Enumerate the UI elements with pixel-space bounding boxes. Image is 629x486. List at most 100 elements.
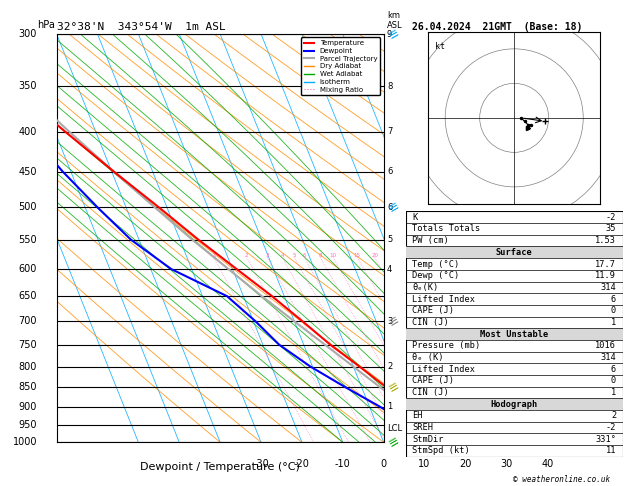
Text: -2: -2 (606, 423, 616, 432)
Text: 0: 0 (381, 459, 387, 469)
Text: 2: 2 (611, 412, 616, 420)
Text: ≡: ≡ (387, 434, 402, 451)
Text: 6: 6 (611, 295, 616, 304)
Text: 17.7: 17.7 (595, 260, 616, 268)
Text: 314: 314 (601, 353, 616, 362)
Text: 550: 550 (18, 235, 37, 244)
Text: ≡: ≡ (387, 26, 402, 42)
Text: Most Unstable: Most Unstable (480, 330, 548, 339)
Text: 1.53: 1.53 (595, 236, 616, 245)
Text: kt: kt (435, 42, 445, 51)
Text: 1000: 1000 (13, 437, 37, 447)
Text: 4: 4 (387, 264, 392, 274)
Text: K: K (412, 213, 418, 222)
Text: 10: 10 (330, 253, 337, 258)
Text: ≡: ≡ (387, 199, 402, 215)
Text: 20: 20 (459, 459, 472, 469)
Text: 0: 0 (611, 306, 616, 315)
Text: 800: 800 (19, 362, 37, 372)
Text: Surface: Surface (496, 248, 533, 257)
Text: CAPE (J): CAPE (J) (412, 376, 454, 385)
Text: © weatheronline.co.uk: © weatheronline.co.uk (513, 474, 610, 484)
Text: 7: 7 (387, 127, 392, 136)
Text: θₑ (K): θₑ (K) (412, 353, 443, 362)
Text: 6: 6 (387, 167, 392, 176)
Text: 8: 8 (318, 253, 322, 258)
Text: EH: EH (412, 412, 423, 420)
Text: km
ASL: km ASL (387, 11, 403, 30)
Text: Lifted Index: Lifted Index (412, 295, 476, 304)
Text: Totals Totals: Totals Totals (412, 225, 481, 233)
Text: 32°38'N  343°54'W  1m ASL: 32°38'N 343°54'W 1m ASL (57, 22, 225, 32)
Legend: Temperature, Dewpoint, Parcel Trajectory, Dry Adiabat, Wet Adiabat, Isotherm, Mi: Temperature, Dewpoint, Parcel Trajectory… (301, 37, 380, 95)
Text: 6: 6 (303, 253, 306, 258)
Text: 11.9: 11.9 (595, 271, 616, 280)
Text: 650: 650 (18, 291, 37, 301)
Text: Lifted Index: Lifted Index (412, 364, 476, 374)
Text: -30: -30 (253, 459, 269, 469)
Bar (406, 246, 623, 258)
Text: 314: 314 (601, 283, 616, 292)
Text: 2: 2 (387, 362, 392, 371)
Text: Hodograph: Hodograph (491, 400, 538, 409)
Text: 5: 5 (292, 253, 296, 258)
Text: θₑ(K): θₑ(K) (412, 283, 438, 292)
Text: -2: -2 (606, 213, 616, 222)
Text: 11: 11 (606, 447, 616, 455)
Text: ≡: ≡ (387, 379, 402, 396)
Text: 15: 15 (353, 253, 360, 258)
Text: 3: 3 (387, 317, 392, 326)
Text: 20: 20 (371, 253, 378, 258)
Text: Dewp (°C): Dewp (°C) (412, 271, 459, 280)
Text: hPa: hPa (37, 20, 55, 30)
Text: 700: 700 (18, 316, 37, 326)
Text: 6: 6 (611, 364, 616, 374)
Text: 3: 3 (265, 253, 269, 258)
Bar (406, 328, 623, 340)
Text: 1016: 1016 (595, 341, 616, 350)
Text: 40: 40 (541, 459, 554, 469)
Text: 500: 500 (18, 202, 37, 212)
Text: 750: 750 (18, 340, 37, 350)
Text: 30: 30 (500, 459, 513, 469)
Text: SREH: SREH (412, 423, 433, 432)
Text: StmDir: StmDir (412, 435, 443, 444)
Text: 26.04.2024  21GMT  (Base: 18): 26.04.2024 21GMT (Base: 18) (412, 22, 582, 32)
Text: PW (cm): PW (cm) (412, 236, 449, 245)
Text: ≡: ≡ (387, 313, 402, 330)
Text: 950: 950 (18, 420, 37, 430)
Text: LCL: LCL (387, 424, 402, 433)
Text: 1: 1 (212, 253, 216, 258)
Text: -20: -20 (294, 459, 310, 469)
Text: 400: 400 (19, 126, 37, 137)
Text: -10: -10 (335, 459, 351, 469)
Text: 5: 5 (387, 235, 392, 244)
Text: 6: 6 (387, 203, 392, 212)
Text: 0: 0 (611, 376, 616, 385)
Text: 1: 1 (611, 318, 616, 327)
Text: 4: 4 (281, 253, 284, 258)
Text: 1: 1 (611, 388, 616, 397)
Text: 900: 900 (19, 401, 37, 412)
Text: CAPE (J): CAPE (J) (412, 306, 454, 315)
Text: 2: 2 (245, 253, 248, 258)
Text: 850: 850 (18, 382, 37, 392)
Text: CIN (J): CIN (J) (412, 388, 449, 397)
Text: 10: 10 (418, 459, 431, 469)
Text: CIN (J): CIN (J) (412, 318, 449, 327)
Text: Pressure (mb): Pressure (mb) (412, 341, 481, 350)
Text: 331°: 331° (595, 435, 616, 444)
Text: 8: 8 (387, 82, 392, 91)
Text: StmSpd (kt): StmSpd (kt) (412, 447, 470, 455)
Text: Mixing Ratio (g/kg): Mixing Ratio (g/kg) (421, 219, 431, 298)
X-axis label: Dewpoint / Temperature (°C): Dewpoint / Temperature (°C) (140, 462, 300, 472)
Text: 300: 300 (19, 29, 37, 39)
Text: 350: 350 (18, 81, 37, 91)
Text: 35: 35 (606, 225, 616, 233)
Text: 450: 450 (18, 167, 37, 176)
Bar (406, 399, 623, 410)
Text: Temp (°C): Temp (°C) (412, 260, 459, 268)
Text: 1: 1 (387, 402, 392, 411)
Text: 600: 600 (19, 264, 37, 274)
Text: 9: 9 (387, 30, 392, 38)
